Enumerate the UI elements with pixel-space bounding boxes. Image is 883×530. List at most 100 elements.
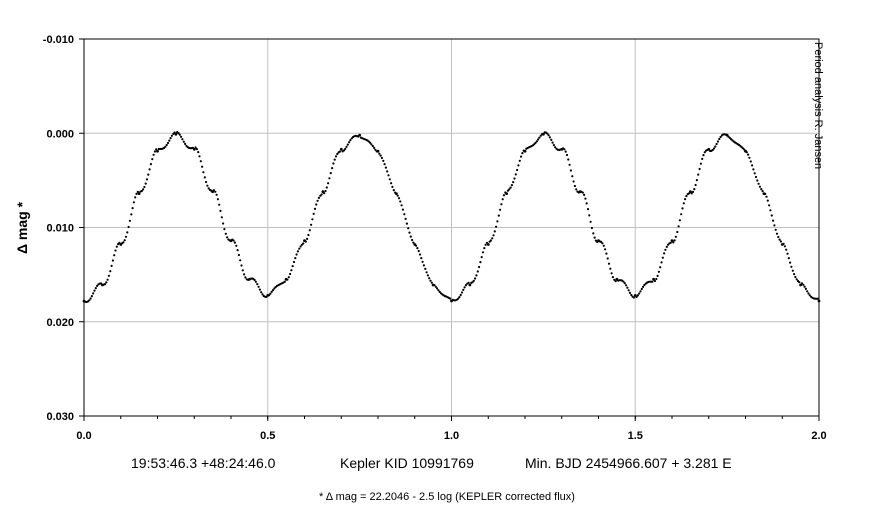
data-point (113, 254, 116, 257)
data-point (627, 289, 630, 292)
data-point (417, 249, 420, 253)
data-point (182, 140, 185, 143)
data-point (143, 185, 146, 189)
data-point (270, 290, 273, 293)
data-point (449, 297, 452, 300)
data-point (177, 132, 180, 135)
data-point (325, 186, 328, 189)
data-point (358, 133, 361, 137)
data-point (571, 175, 574, 178)
data-point (614, 280, 617, 283)
data-point (697, 173, 700, 176)
data-point (714, 145, 717, 148)
data-point (716, 140, 720, 143)
data-point (602, 244, 605, 247)
data-point (407, 227, 410, 230)
axis-ticks (79, 38, 820, 421)
data-point (315, 203, 318, 206)
data-point (332, 162, 335, 165)
data-point (804, 287, 808, 290)
data-point (240, 264, 243, 267)
data-point (652, 277, 655, 281)
data-point (401, 208, 404, 211)
data-point (370, 143, 373, 146)
data-point (680, 213, 683, 216)
data-point (497, 214, 500, 217)
data-point (268, 294, 271, 297)
data-point (438, 290, 441, 293)
data-point (588, 214, 591, 217)
data-point (542, 132, 545, 136)
data-point (552, 144, 556, 147)
data-point (508, 188, 511, 191)
data-point (165, 143, 168, 147)
data-point (199, 160, 202, 163)
data-point (170, 134, 173, 137)
data-point (769, 209, 772, 212)
data-point (791, 269, 794, 272)
data-point (192, 147, 196, 151)
data-point (789, 261, 792, 264)
data-point (306, 237, 309, 240)
data-point (626, 286, 629, 289)
data-point (757, 182, 760, 185)
data-point (778, 238, 781, 241)
data-point (294, 257, 297, 260)
data-point (342, 149, 345, 152)
data-point (635, 295, 638, 298)
data-point (169, 137, 172, 140)
data-point (459, 293, 462, 297)
data-point (673, 239, 676, 242)
data-point (399, 200, 402, 203)
data-point (291, 265, 294, 268)
data-point (607, 262, 611, 265)
data-point (665, 245, 668, 248)
data-point (491, 237, 494, 240)
data-point (702, 154, 705, 157)
data-point (308, 229, 311, 232)
data-point (336, 152, 339, 156)
data-point (378, 152, 381, 155)
data-point (243, 273, 246, 276)
data-point (640, 287, 643, 291)
data-point (151, 158, 154, 161)
data-point (468, 283, 472, 287)
data-point (254, 280, 257, 283)
data-point (727, 135, 730, 138)
data-point (218, 203, 221, 206)
data-point (489, 239, 492, 242)
data-point (412, 241, 415, 244)
data-point (304, 240, 307, 243)
y-tick-label: 0.030 (46, 411, 74, 423)
data-point (493, 230, 496, 233)
data-point (770, 214, 773, 217)
data-point (426, 274, 429, 277)
data-point (677, 225, 680, 228)
footnote: * Δ mag = 22.2046 - 2.5 log (KEPLER corr… (319, 491, 575, 503)
data-point (241, 269, 244, 272)
data-point (807, 292, 810, 295)
data-point (712, 147, 716, 150)
data-point (625, 284, 628, 287)
data-point (760, 188, 763, 191)
data-point (181, 138, 184, 141)
data-point (349, 139, 352, 142)
data-point (115, 245, 118, 248)
data-point (682, 202, 685, 205)
data-point (584, 197, 587, 200)
data-point (564, 150, 567, 153)
data-point (748, 156, 751, 159)
data-point (480, 256, 483, 259)
data-point (289, 272, 292, 276)
data-point (585, 202, 588, 205)
data-point (787, 257, 790, 260)
data-point (661, 256, 664, 259)
data-point (766, 199, 769, 202)
data-point (651, 280, 654, 283)
data-point (521, 152, 524, 155)
data-point (422, 264, 425, 267)
data-point (320, 193, 323, 196)
data-point (711, 148, 714, 152)
y-tick-label: -0.010 (43, 34, 74, 46)
